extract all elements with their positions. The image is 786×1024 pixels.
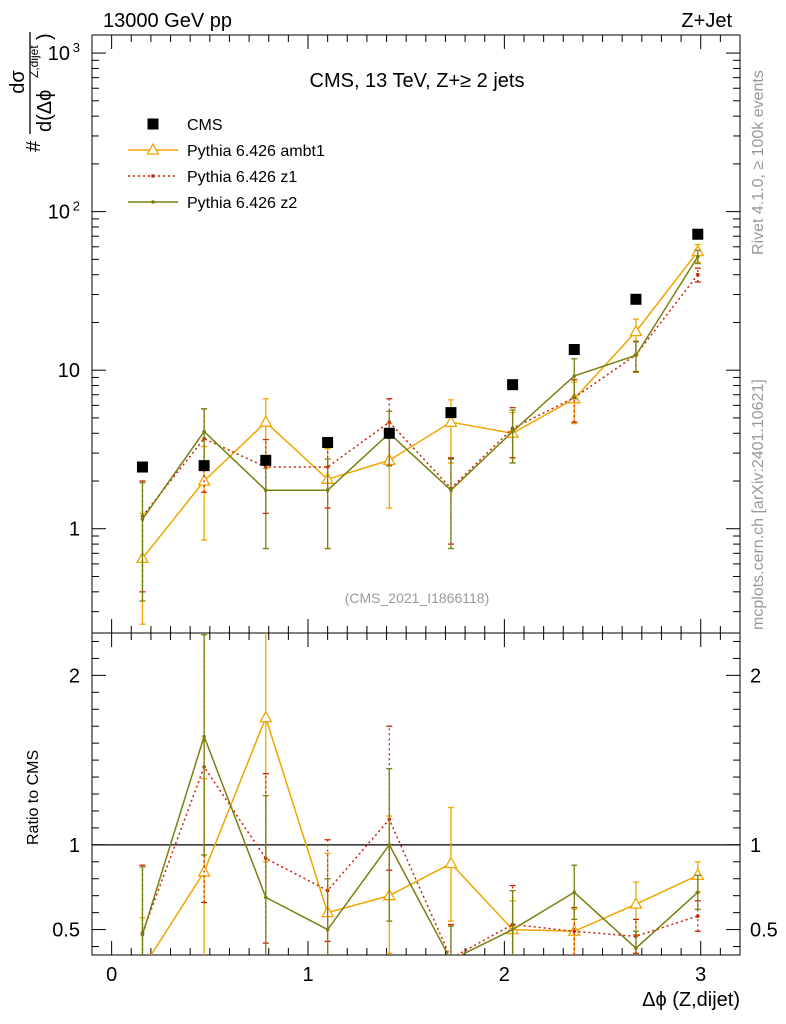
x-tick-label: 3 <box>695 964 706 986</box>
y-label-close-paren: ) <box>34 33 56 40</box>
ratio-pythia-6-426-z2-marker <box>202 734 206 739</box>
main-pythia-6-426-z2-marker <box>325 488 330 493</box>
ratio-pythia-6-426-z2-marker <box>263 895 268 900</box>
main-cms-point <box>568 344 580 356</box>
y-label-numerator: dσ <box>7 70 29 94</box>
ratio-pythia-6-426-z2-marker <box>325 927 330 932</box>
ratio-pythia-6-426-ambt1-line <box>150 715 699 955</box>
rivet-version-label: Rivet 4.1.0, ≥ 100k events <box>750 70 767 255</box>
ratio-pythia-6-426-z2-marker <box>387 843 392 847</box>
ratio-pythia-6-426-z2-marker <box>449 958 453 962</box>
ratio-pythia-6-426-z1-marker <box>449 957 453 961</box>
legend-pythia-6-426-ambt1-label: Pythia 6.426 ambt1 <box>187 143 325 160</box>
header-energy-label: 13000 GeV pp <box>103 10 232 32</box>
legend-pythia-6-426-z1-marker <box>151 174 155 178</box>
x-tick-label: 0 <box>106 964 117 986</box>
legend-pythia-6-426-ambt1-marker <box>146 142 160 155</box>
ratio-pythia-6-426-z1-line <box>141 765 699 955</box>
ratio-pythia-6-426-z1-marker <box>695 914 700 918</box>
main-pythia-6-426-ambt1-marker <box>259 414 273 427</box>
legend-cms-label: CMS <box>187 117 223 134</box>
main-cms-point <box>383 427 395 439</box>
y-tick-label-exponent: 3 <box>73 40 80 55</box>
analysis-id-label: (CMS_2021_I1866118) <box>345 590 490 606</box>
main-pythia-6-426-z2-marker <box>634 353 638 358</box>
y-tick-label-exponent: 2 <box>73 199 80 214</box>
ratio-pythia-6-426-z2-line <box>141 734 699 955</box>
ratio-y-tick-label-right: 0.5 <box>750 920 778 942</box>
main-cms-point <box>198 460 210 472</box>
y-tick-label: 10 <box>58 360 80 382</box>
ratio-pythia-6-426-ambt1-marker <box>137 963 148 973</box>
ratio-y-tick-label-right: 2 <box>750 665 761 687</box>
plot-title: CMS, 13 TeV, Z+≥ 2 jets <box>310 70 525 92</box>
ratio-y-tick-label: 1 <box>69 835 80 857</box>
ratio-pythia-6-426-z2-marker <box>140 932 145 937</box>
ratio-pythia-6-426-z2-marker <box>695 890 700 895</box>
legend-pythia-6-426-z2-label: Pythia 6.426 z2 <box>187 195 297 212</box>
main-pythia-6-426-ambt1-marker <box>197 473 211 486</box>
main-pythia-6-426-z2-marker <box>695 254 700 259</box>
ratio-pythia-6-426-z1-marker <box>572 929 577 934</box>
y-tick-label: 10 <box>48 202 70 224</box>
main-pythia-6-426-z1-marker <box>695 272 700 277</box>
main-pythia-6-426-ambt1-line <box>141 251 699 559</box>
main-cms-point <box>507 379 519 391</box>
y-label-hash: # <box>23 140 45 152</box>
x-tick-label: 1 <box>302 964 313 986</box>
ratio-series-clip <box>137 633 705 973</box>
main-y-axis-label: # dσ d(Δϕ Z,dijet ) <box>7 32 56 152</box>
main-cms-point <box>260 454 272 466</box>
y-tick-label: 1 <box>69 519 80 541</box>
main-cms-point <box>445 407 457 419</box>
ratio-y-tick-label: 0.5 <box>52 920 80 942</box>
ratio-y-tick-label: 2 <box>69 665 80 687</box>
ratio-pythia-6-426-z2-marker <box>634 946 638 951</box>
main-pythia-6-426-z2-marker <box>263 488 268 493</box>
ratio-pythia-6-426-ambt1-marker <box>444 856 458 869</box>
main-pythia-6-426-z2-marker <box>140 517 145 521</box>
ratio-y-axis-label: Ratio to CMS <box>25 750 42 845</box>
main-series-clip <box>135 228 705 625</box>
ratio-y-tick-label-right: 1 <box>750 835 761 857</box>
x-axis-label: Δϕ (Z,dijet) <box>642 989 740 1011</box>
x-tick-label: 2 <box>499 964 510 986</box>
main-pythia-6-426-z2-marker <box>202 429 206 434</box>
main-cms-point <box>692 228 704 240</box>
legend-pythia-6-426-z1-label: Pythia 6.426 z1 <box>187 169 297 186</box>
ratio-pythia-6-426-z2-marker <box>510 927 515 932</box>
header-process-label: Z+Jet <box>681 10 732 32</box>
ratio-pythia-6-426-ambt1-marker <box>629 896 643 909</box>
main-pythia-6-426-ambt1-marker <box>444 414 458 427</box>
main-pythia-6-426-z2-marker <box>572 374 577 378</box>
ratio-plot-frame <box>91 632 741 956</box>
ratio-series-group <box>137 633 705 973</box>
ratio-pythia-6-426-ambt1-marker <box>259 710 273 723</box>
main-pythia-6-426-z2-line <box>141 256 699 520</box>
main-cms-point <box>630 293 642 305</box>
main-pythia-6-426-z2-marker <box>510 429 515 434</box>
main-cms-point <box>322 436 334 448</box>
mcplots-credit-label: mcplots.cern.ch [arXiv:2401.10621] <box>750 379 767 630</box>
legend: CMS Pythia 6.426 ambt1 Pythia 6.426 z1 Pyth… <box>128 117 325 212</box>
y-tick-label: 10 <box>48 43 70 65</box>
y-label-superscript: Z,dijet <box>27 45 41 78</box>
main-pythia-6-426-z2-marker <box>449 488 453 493</box>
legend-pythia-6-426-z2-marker <box>151 200 155 204</box>
ratio-pythia-6-426-z2-marker <box>572 890 577 895</box>
main-pythia-6-426-ambt1-marker <box>629 324 643 337</box>
main-cms-point <box>136 461 148 473</box>
main-series-group <box>135 228 705 625</box>
y-label-denominator: d(Δϕ <box>34 90 56 132</box>
legend-cms-marker <box>147 118 159 130</box>
main-pythia-6-426-z1-line <box>141 274 699 517</box>
